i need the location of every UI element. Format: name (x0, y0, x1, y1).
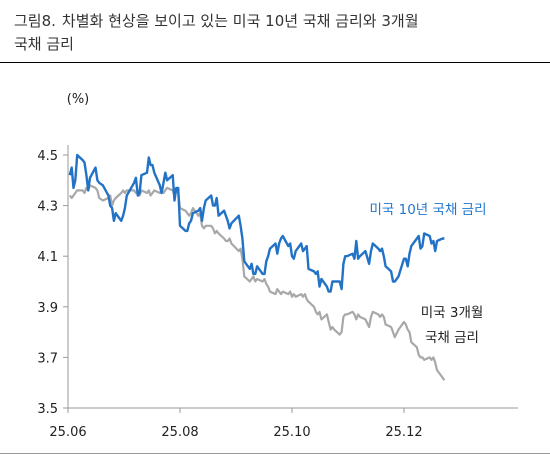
chart-axes: 4.5 4.3 4.1 3.9 3.7 3.5 25.06 25.08 25.10 25.12 (37, 145, 518, 440)
figure-title-line1: 차별화 현상을 보이고 있는 미국 10년 국채 금리와 3개월 (61, 12, 419, 30)
x-tick-label: 25.12 (385, 425, 422, 440)
x-tick-label: 25.06 (49, 425, 86, 440)
annotation-us3m-line1: 미국 3개월 (421, 305, 484, 321)
y-axis-unit-label: (%) (67, 92, 90, 107)
figure-number: 그림8. (14, 12, 56, 30)
series-us10y-line (68, 153, 445, 293)
series-us3m-line (68, 184, 446, 381)
y-tick-label: 3.7 (37, 351, 58, 366)
y-tick-label: 4.3 (37, 200, 58, 215)
top-rule (0, 62, 550, 63)
y-tick-label: 4.1 (37, 250, 58, 265)
annotation-us10y: 미국 10년 국채 금리 (370, 202, 487, 218)
x-tick-label: 25.10 (273, 425, 310, 440)
figure-title: 그림8. 차별화 현상을 보이고 있는 미국 10년 국채 금리와 3개월 국채 … (14, 10, 534, 56)
bottom-rule (0, 453, 550, 454)
x-tick-label: 25.08 (161, 425, 198, 440)
series-layer (68, 153, 446, 381)
y-tick-label: 4.5 (37, 149, 58, 164)
figure-title-line2: 국채 금리 (14, 35, 74, 53)
y-tick-label: 3.9 (37, 301, 58, 316)
y-tick-label: 3.5 (37, 402, 58, 417)
annotation-us3m-line2: 국채 금리 (425, 330, 479, 346)
